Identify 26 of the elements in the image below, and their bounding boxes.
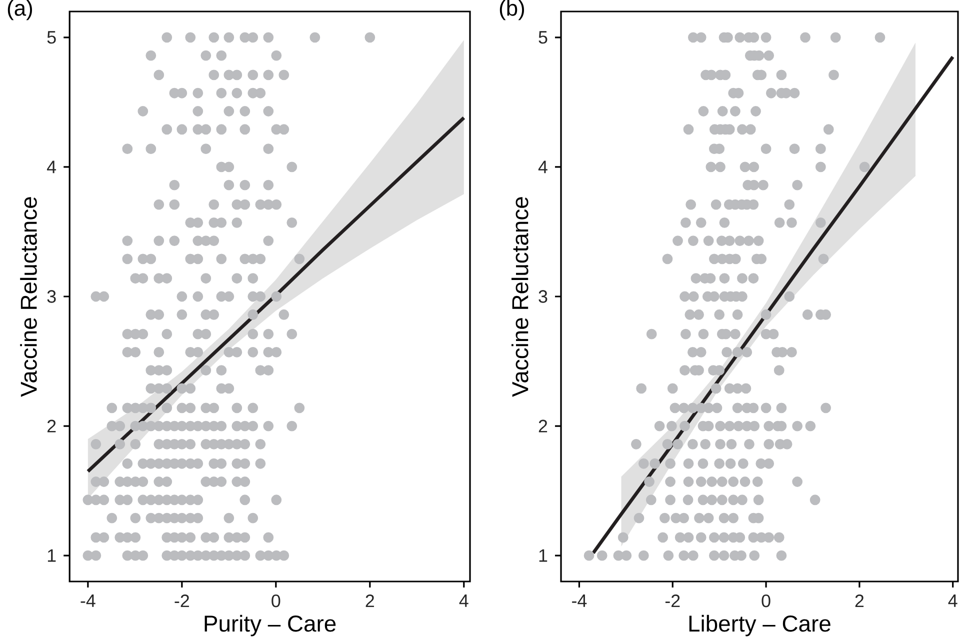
y-tick-label: 4 xyxy=(46,160,56,174)
x-tick-label: -4 xyxy=(572,594,587,607)
x-tick-label: 4 xyxy=(948,594,958,607)
x-axis-title: Purity – Care xyxy=(204,614,336,636)
y-tick-label: 5 xyxy=(538,31,548,44)
x-tick-label: -4 xyxy=(80,594,96,607)
x-tick-label: -2 xyxy=(174,594,189,608)
y-axis-title: Vaccine Reluctance xyxy=(511,197,528,397)
y-tick-label: 4 xyxy=(538,160,548,174)
y-axis-title: Vaccine Reluctance xyxy=(20,197,37,397)
x-tick-label: 2 xyxy=(366,594,374,608)
x-tick-label: 0 xyxy=(762,594,770,608)
x-axis-title: Liberty – Care xyxy=(689,614,830,636)
chart-title: (b) xyxy=(500,0,524,20)
y-tick-label: 5 xyxy=(47,31,56,44)
y-tick-label: 1 xyxy=(539,549,548,562)
y-tick-label: 2 xyxy=(47,420,56,432)
y-tick-label: 2 xyxy=(538,420,548,432)
x-tick-label: 4 xyxy=(459,594,468,607)
x-tick-label: -2 xyxy=(665,594,680,608)
y-tick-label: 3 xyxy=(47,290,56,303)
x-tick-label: 2 xyxy=(855,594,864,608)
chart-title: (a) xyxy=(8,0,32,20)
y-tick-label: 1 xyxy=(48,549,56,562)
x-tick-label: 0 xyxy=(272,594,280,608)
y-tick-label: 3 xyxy=(538,290,548,303)
